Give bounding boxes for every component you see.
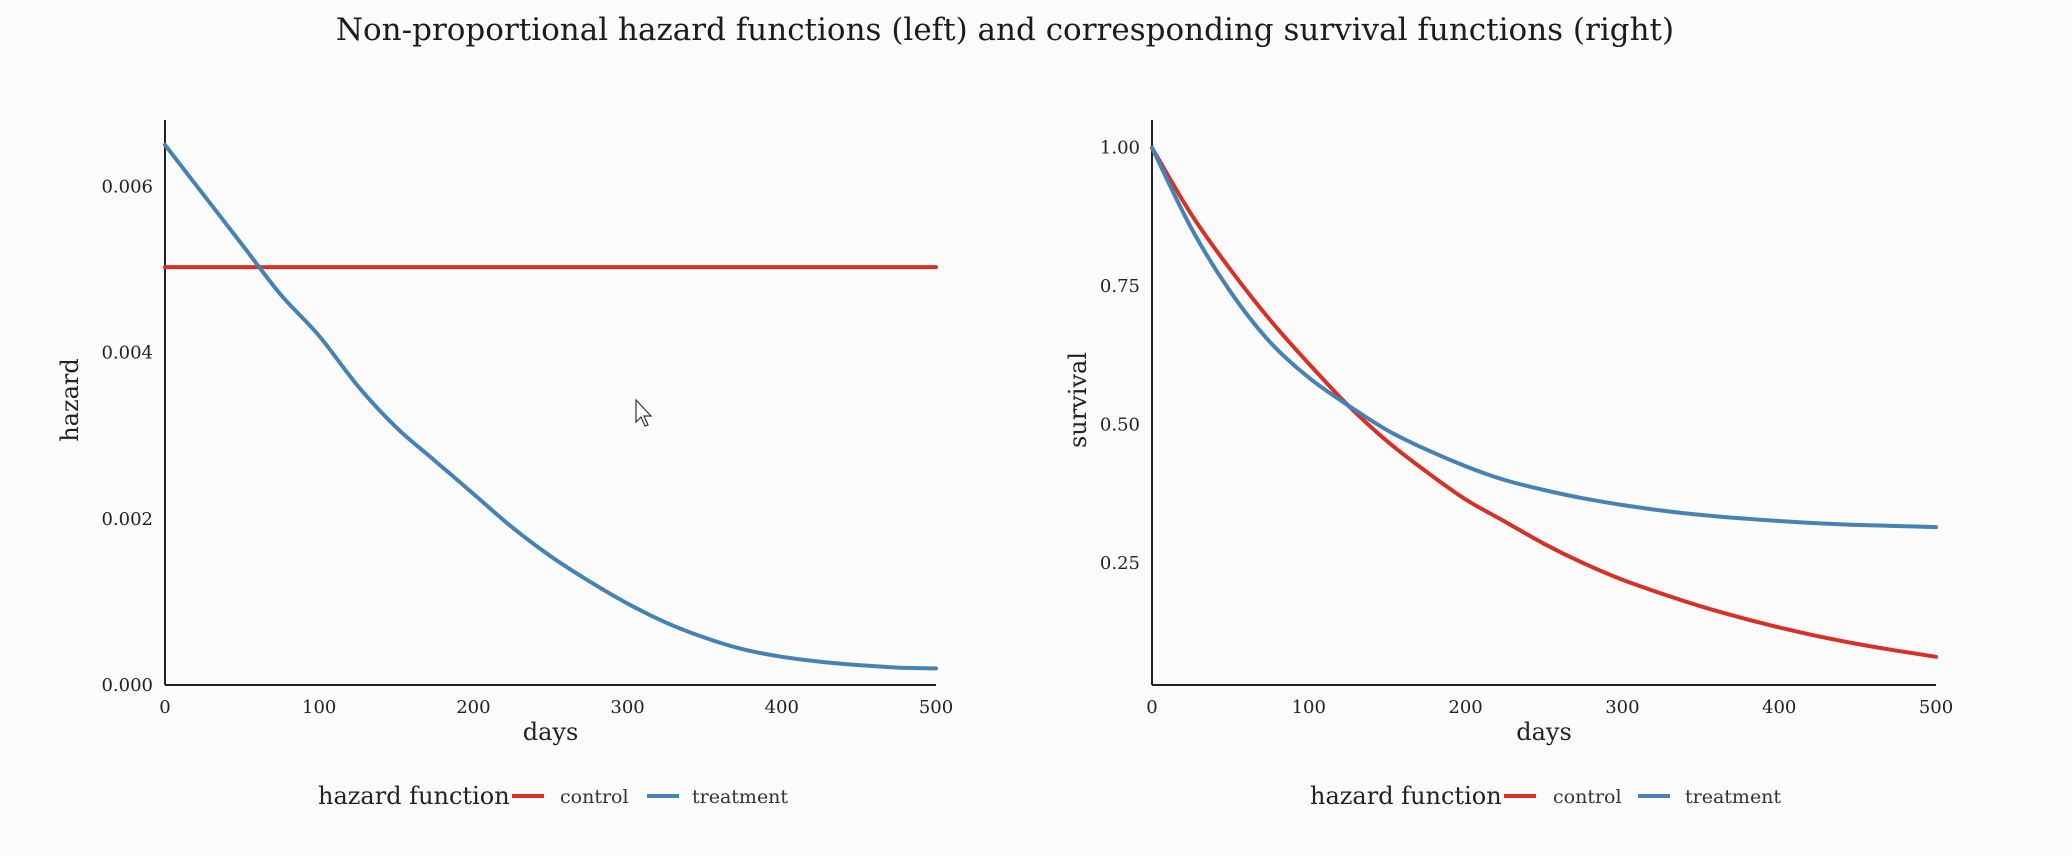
y-tick-label: 0.004 <box>101 343 153 364</box>
x-tick-label: 500 <box>1919 697 1953 718</box>
legend-title: hazard function <box>1310 782 1502 810</box>
legend-label-treatment: treatment <box>692 786 788 808</box>
y-axis-title: hazard <box>56 358 84 442</box>
legend-label-control: control <box>1553 786 1622 808</box>
x-axis-title: days <box>1516 718 1572 746</box>
series-line-control <box>1150 145 1938 659</box>
series-line-treatment <box>1150 145 1938 530</box>
x-tick-label: 500 <box>919 697 953 718</box>
y-tick-label: 0.50 <box>1100 415 1140 436</box>
y-tick-label: 0.002 <box>101 509 153 530</box>
mouse-cursor-icon <box>635 398 653 427</box>
x-tick-label: 400 <box>1762 697 1796 718</box>
legend-label-treatment: treatment <box>1685 786 1781 808</box>
y-tick-label: 1.00 <box>1100 138 1140 159</box>
x-tick-label: 200 <box>456 697 490 718</box>
y-tick-label: 0.75 <box>1100 276 1140 297</box>
survival-chart: 0 100 200 300 400 500 0.25 0.50 0.75 1.00 days surv… <box>1064 120 1953 810</box>
y-tick-label: 0.25 <box>1100 553 1140 574</box>
page-title: Non-proportional hazard functions (left)… <box>335 12 1675 48</box>
legend: hazard function control treatment <box>1310 782 1781 810</box>
x-tick-label: 400 <box>765 697 799 718</box>
x-tick-label: 100 <box>302 697 336 718</box>
legend-title: hazard function <box>318 782 510 810</box>
x-tick-label: 300 <box>1605 697 1639 718</box>
y-tick-label: 0.006 <box>101 176 153 197</box>
x-tick-label: 200 <box>1448 697 1482 718</box>
y-axis-title: survival <box>1064 352 1092 448</box>
x-tick-label: 300 <box>610 697 644 718</box>
legend: hazard function control treatment <box>318 782 788 810</box>
hazard-chart: 0 100 200 300 400 500 0.000 0.002 0.004 0.006 days… <box>56 120 953 810</box>
x-tick-label: 0 <box>1146 697 1157 718</box>
x-axis-title: days <box>523 718 579 746</box>
series-line-treatment <box>163 142 938 671</box>
x-tick-label: 100 <box>1292 697 1326 718</box>
x-tick-label: 0 <box>159 697 170 718</box>
legend-label-control: control <box>560 786 629 808</box>
y-tick-label: 0.000 <box>101 675 153 696</box>
